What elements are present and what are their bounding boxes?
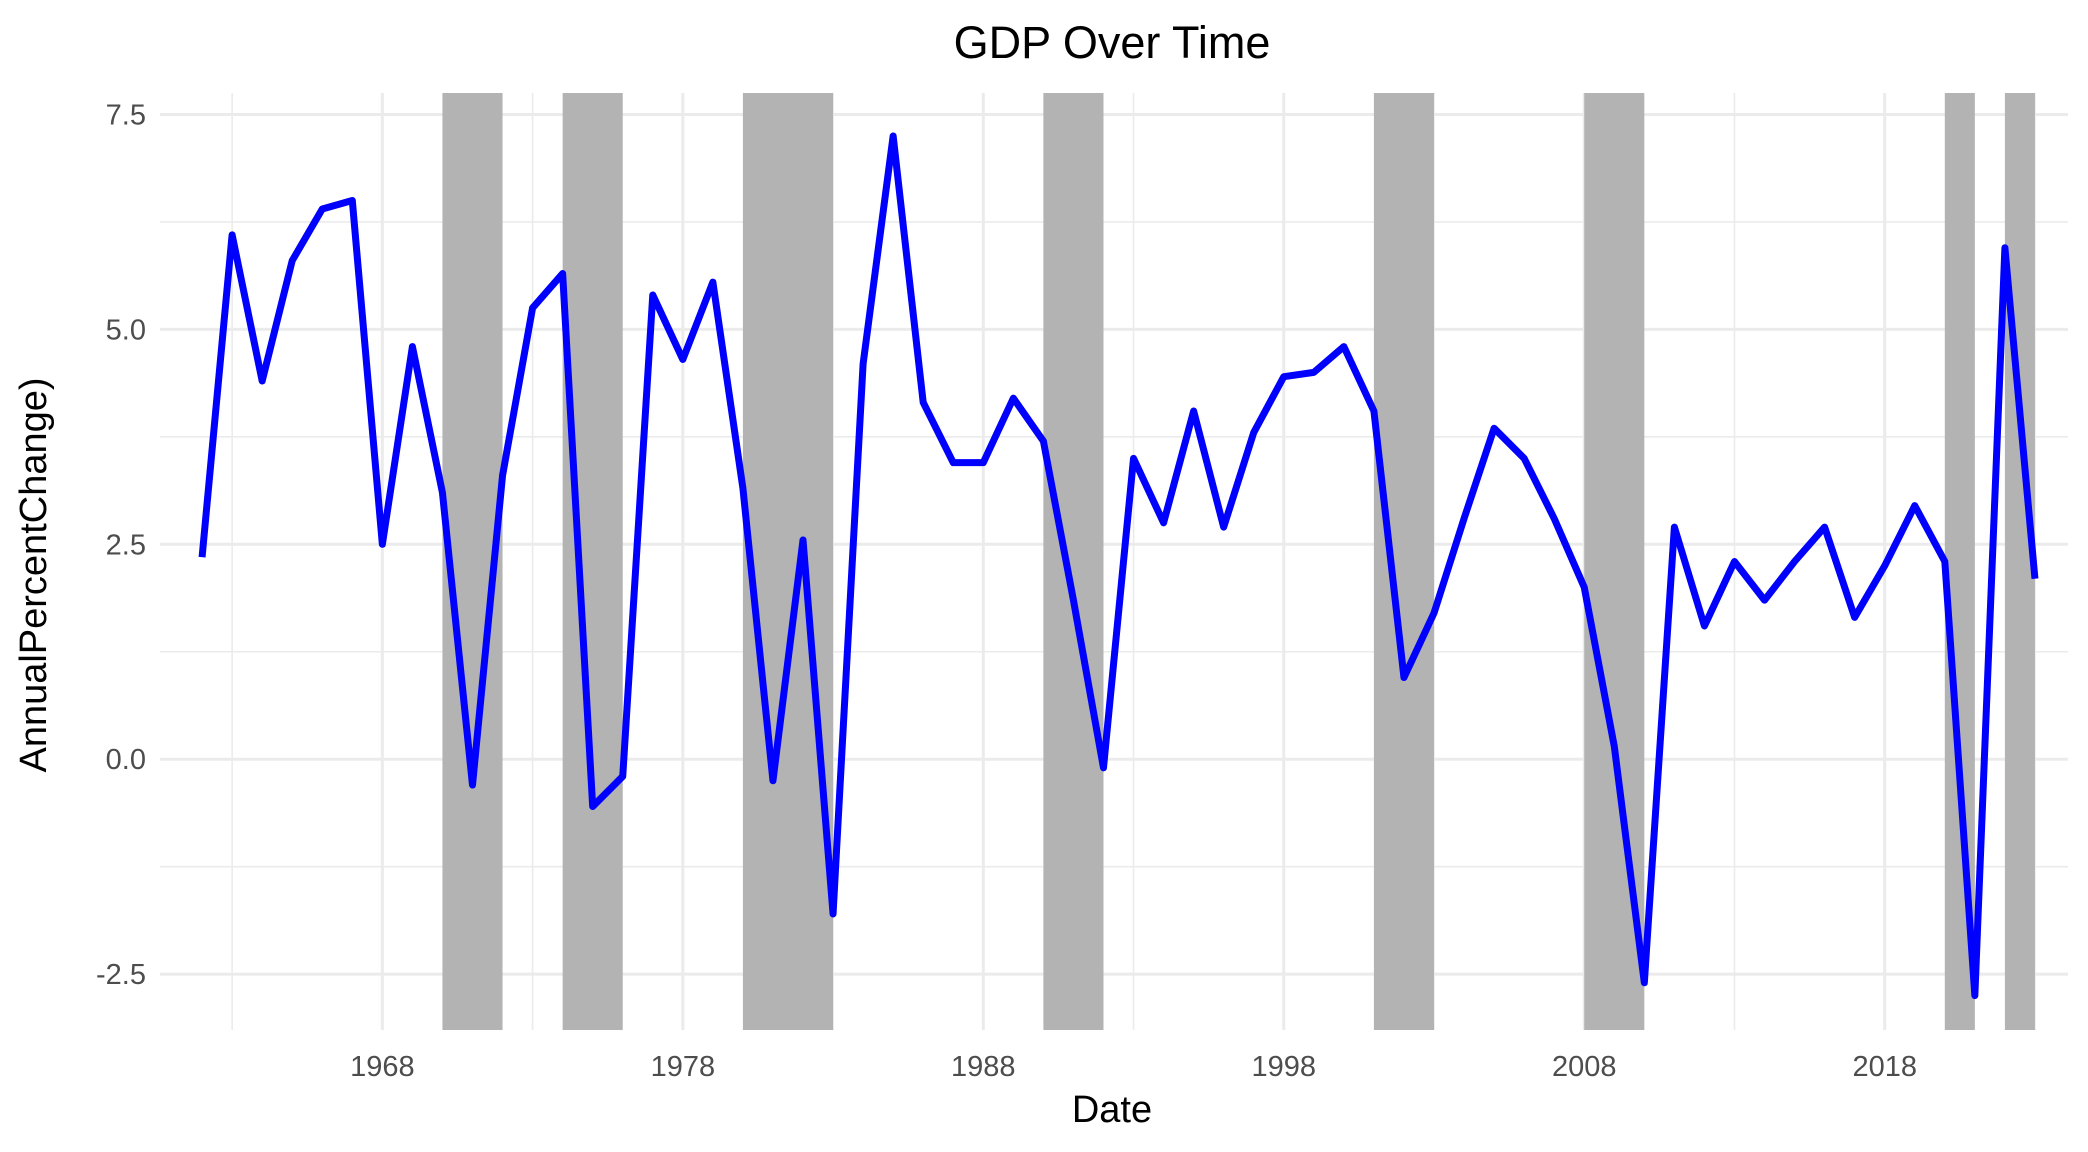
x-tick-label: 2018 — [1852, 1051, 1917, 1083]
y-axis-title: AnnualPercentChange) — [13, 377, 55, 772]
x-tick-label: 1988 — [951, 1051, 1016, 1083]
x-tick-label: 1978 — [651, 1051, 716, 1083]
recession-band — [1584, 93, 1645, 1030]
recession-band — [742, 93, 834, 1030]
y-axis-ticks: -2.5 0.0 2.5 5.0 7.5 — [96, 99, 146, 991]
recession-band — [562, 93, 623, 1030]
y-tick-label: 5.0 — [106, 314, 146, 346]
data-series — [198, 132, 2039, 1000]
y-tick-label: 0.0 — [106, 744, 146, 776]
y-tick-label: -2.5 — [96, 959, 146, 991]
x-axis-title: Date — [1072, 1089, 1152, 1131]
x-tick-label: 1998 — [1252, 1051, 1317, 1083]
recession-band — [1043, 93, 1104, 1030]
x-tick-label: 2008 — [1552, 1051, 1617, 1083]
y-tick-label: 7.5 — [106, 99, 146, 131]
x-axis-ticks: 1968 1978 1988 1998 2008 2018 — [350, 1051, 1917, 1083]
recession-band — [1373, 93, 1435, 1030]
chart-title: GDP Over Time — [954, 17, 1271, 68]
x-tick-label: 1968 — [350, 1051, 415, 1083]
gdp-series-line — [198, 132, 2039, 1000]
y-tick-label: 2.5 — [106, 529, 146, 561]
